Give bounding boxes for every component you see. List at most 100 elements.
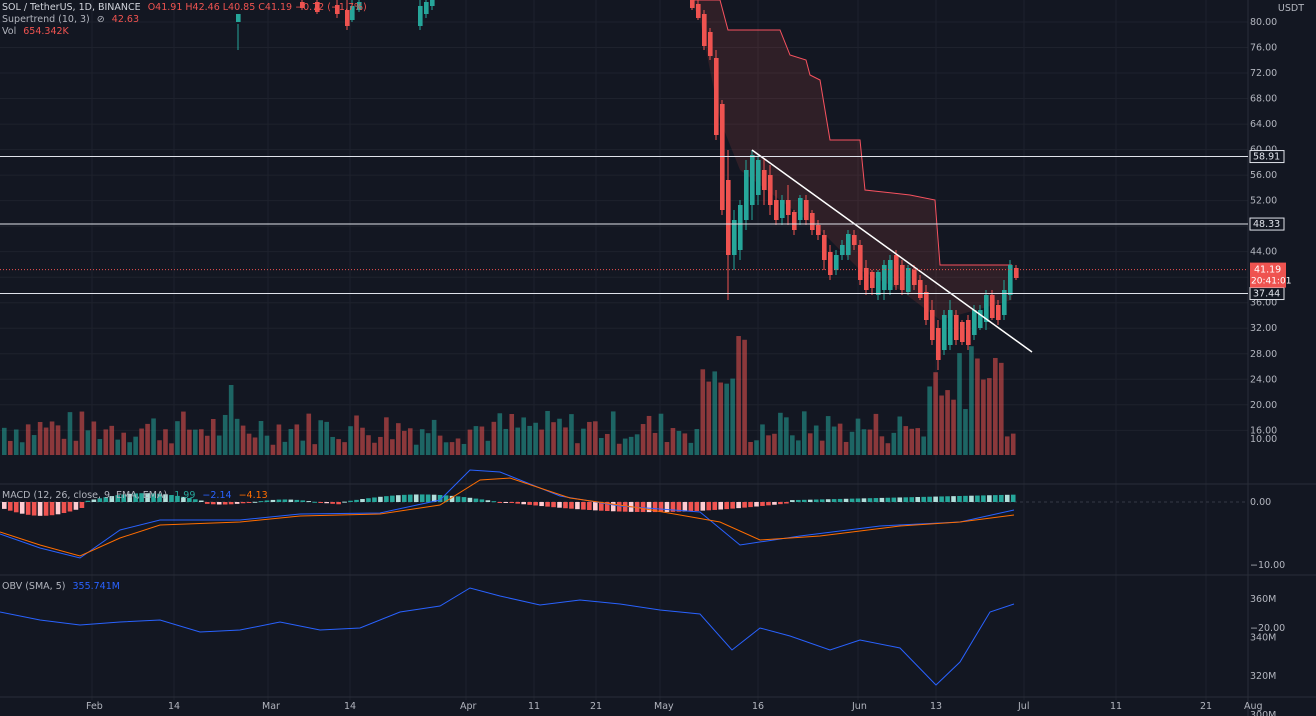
volume-bar bbox=[903, 426, 909, 455]
macd-hist-bar bbox=[575, 502, 580, 510]
candle-body bbox=[840, 245, 845, 255]
macd-hist-bar bbox=[163, 494, 168, 502]
volume-bar bbox=[772, 433, 777, 455]
volume-bar bbox=[766, 435, 771, 455]
macd-hist-bar bbox=[348, 500, 353, 502]
volume-bar bbox=[300, 440, 306, 455]
volume-bar bbox=[664, 442, 670, 455]
obv-line bbox=[0, 587, 1015, 686]
volume-bar bbox=[121, 432, 126, 455]
macd-hist-bar bbox=[993, 495, 998, 502]
volume-bar bbox=[431, 419, 437, 455]
volume-bar bbox=[545, 410, 550, 455]
volume-label[interactable]: Vol bbox=[2, 26, 17, 37]
volume-bar bbox=[957, 353, 962, 455]
macd-hist-bar bbox=[676, 502, 682, 512]
volume-bar bbox=[216, 435, 222, 455]
volume-bar bbox=[790, 435, 795, 455]
macd-hist-bar bbox=[372, 497, 377, 502]
candle-body bbox=[846, 234, 851, 255]
candle-body bbox=[954, 315, 959, 340]
macd-hist-bar bbox=[533, 502, 538, 506]
macd-hist-bar bbox=[443, 495, 449, 502]
macd-hist-bar bbox=[646, 502, 652, 513]
macd-hist-bar bbox=[473, 498, 479, 502]
volume-bar bbox=[676, 430, 682, 455]
volume-bar bbox=[127, 442, 132, 455]
obv-label[interactable]: OBV (SMA, 5) bbox=[2, 581, 66, 592]
macd-hist-bar bbox=[724, 502, 729, 510]
time-axis-label: Mar bbox=[262, 701, 280, 712]
macd-hist-bar bbox=[396, 495, 401, 502]
macd-hist-bar bbox=[246, 502, 252, 503]
macd-hist-bar bbox=[366, 498, 371, 502]
macd-hist-bar bbox=[37, 502, 43, 516]
macd-hist-bar bbox=[957, 495, 962, 502]
candle-body bbox=[756, 160, 761, 195]
macd-hist-bar bbox=[25, 502, 31, 515]
volume-bar bbox=[521, 417, 526, 455]
symbol-title[interactable]: SOL / TetherUS, 1D, BINANCE bbox=[2, 2, 141, 13]
macd-hist-bar bbox=[640, 502, 646, 513]
price-axis-label: 64.00 bbox=[1250, 119, 1277, 130]
volume-bar bbox=[252, 437, 258, 455]
volume-bar bbox=[921, 436, 926, 455]
macd-signal-value: −4.13 bbox=[238, 490, 268, 501]
volume-bar bbox=[366, 435, 371, 455]
volume-bar bbox=[318, 420, 324, 455]
obv-axis-label: 300M bbox=[1250, 710, 1276, 716]
macd-hist-bar bbox=[55, 502, 61, 515]
macd-hist-bar bbox=[587, 502, 592, 510]
macd-hist-bar bbox=[509, 502, 515, 504]
macd-hist-bar bbox=[551, 502, 556, 508]
macd-hist-bar bbox=[181, 496, 186, 502]
macd-label[interactable]: MACD (12, 26, close, 9, EMA, EMA) bbox=[2, 490, 168, 501]
candle-body bbox=[822, 235, 827, 260]
candle-body bbox=[996, 305, 1001, 320]
macd-hist-bar bbox=[754, 502, 759, 507]
macd-hist-bar bbox=[330, 502, 335, 504]
macd-hist-bar bbox=[706, 502, 712, 511]
candle-body bbox=[852, 235, 857, 245]
volume-bar bbox=[169, 443, 174, 455]
volume-bar bbox=[712, 371, 718, 455]
macd-hist-bar bbox=[521, 502, 526, 505]
candle-body bbox=[702, 14, 707, 46]
volume-bar bbox=[885, 443, 891, 455]
volume-bar bbox=[497, 413, 503, 455]
volume-bar bbox=[819, 440, 825, 455]
macd-hist-bar bbox=[1004, 494, 1010, 502]
candle-body bbox=[972, 310, 977, 335]
volume-bar bbox=[97, 439, 103, 455]
volume-bar bbox=[718, 382, 723, 455]
candle-body bbox=[906, 268, 911, 292]
volume-bar bbox=[31, 435, 37, 455]
macd-hist-bar bbox=[975, 495, 980, 502]
supertrend-label[interactable]: Supertrend (10, 3) bbox=[2, 14, 90, 25]
macd-hist-bar bbox=[425, 494, 431, 502]
obv-value: 355.741M bbox=[72, 581, 120, 592]
volume-bar bbox=[455, 438, 461, 455]
macd-hist-bar bbox=[91, 499, 97, 502]
price-axis-label: 56.00 bbox=[1250, 170, 1277, 181]
volume-bar bbox=[282, 441, 288, 455]
volume-bar bbox=[246, 433, 252, 455]
candle-body bbox=[816, 225, 821, 235]
time-axis-label: Jul bbox=[1017, 701, 1029, 712]
volume-bar bbox=[993, 357, 998, 455]
volume-bar bbox=[348, 426, 353, 455]
level-label: 58.91 bbox=[1253, 152, 1280, 163]
volume-bar bbox=[49, 421, 55, 455]
macd-hist-bar bbox=[360, 499, 365, 502]
price-axis-label: 36.00 bbox=[1250, 298, 1277, 309]
candle-body bbox=[978, 310, 983, 328]
candle-body bbox=[984, 295, 989, 322]
macd-hist-bar bbox=[748, 502, 753, 508]
candle-body bbox=[768, 175, 773, 205]
time-axis-label: May bbox=[654, 701, 674, 712]
macd-hist-bar bbox=[13, 502, 19, 513]
macd-hist-bar bbox=[801, 499, 807, 502]
candle-body bbox=[1002, 290, 1007, 315]
volume-bar bbox=[199, 429, 204, 455]
